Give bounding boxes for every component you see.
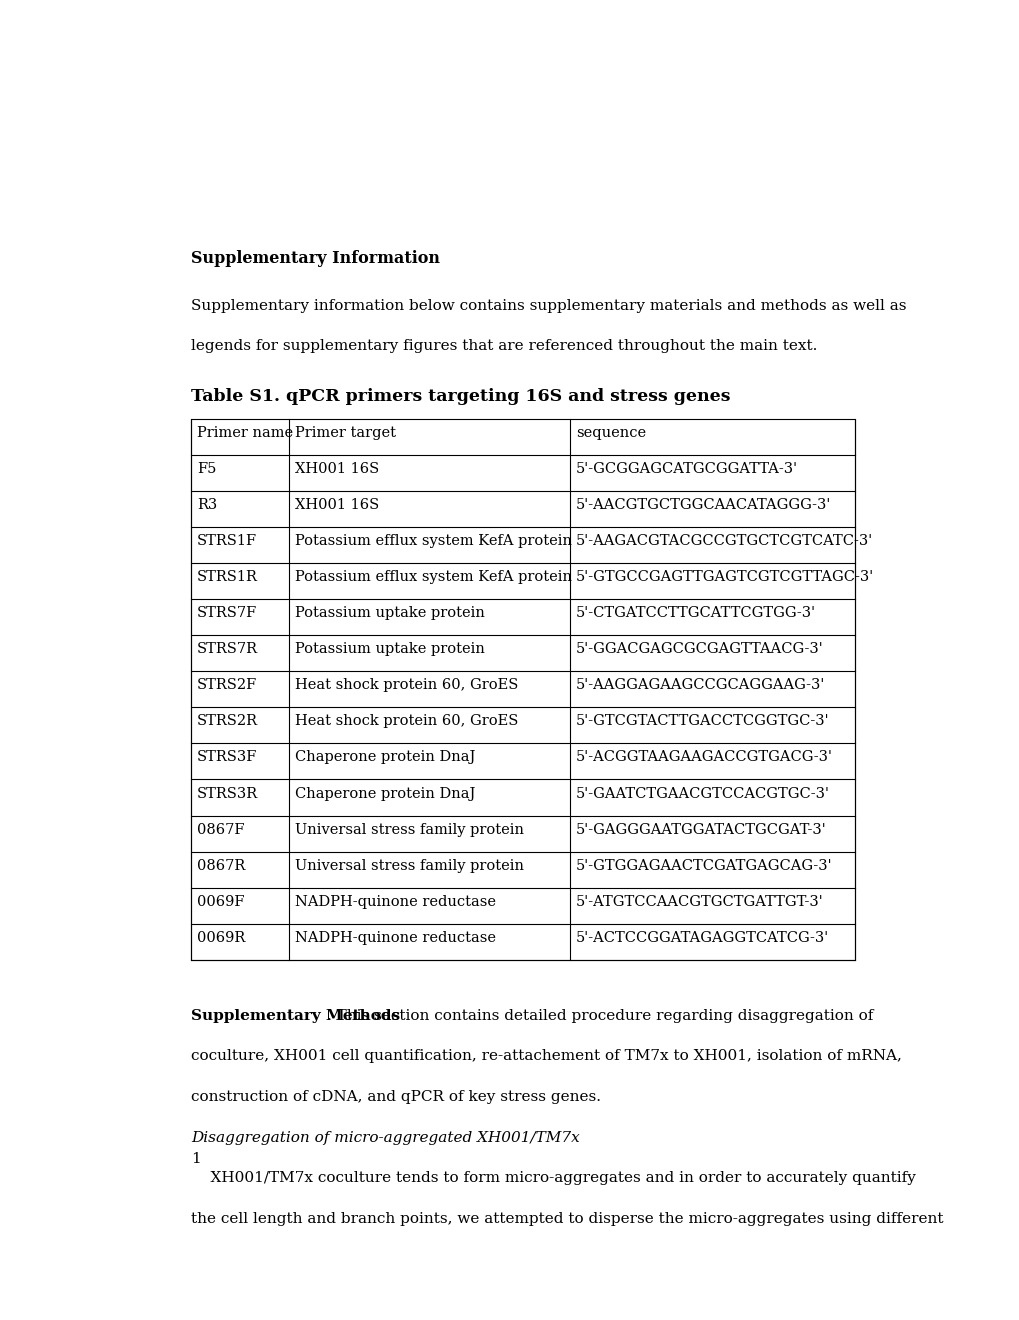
Text: 5'-GCGGAGCATGCGGATTA-3': 5'-GCGGAGCATGCGGATTA-3' xyxy=(576,462,798,475)
Text: NADPH-quinone reductase: NADPH-quinone reductase xyxy=(296,931,496,945)
Text: NADPH-quinone reductase: NADPH-quinone reductase xyxy=(296,895,496,908)
Text: 5'-GTGGAGAACTCGATGAGCAG-3': 5'-GTGGAGAACTCGATGAGCAG-3' xyxy=(576,859,833,873)
Text: 5'-CTGATCCTTGCATTCGTGG-3': 5'-CTGATCCTTGCATTCGTGG-3' xyxy=(576,606,815,620)
Text: XH001 16S: XH001 16S xyxy=(296,462,379,475)
Text: STRS1R: STRS1R xyxy=(197,570,258,583)
Text: XH001/TM7x coculture tends to form micro-aggregates and in order to accurately q: XH001/TM7x coculture tends to form micro… xyxy=(191,1171,915,1185)
Text: construction of cDNA, and qPCR of key stress genes.: construction of cDNA, and qPCR of key st… xyxy=(191,1090,600,1104)
Text: Chaperone protein DnaJ: Chaperone protein DnaJ xyxy=(296,787,475,800)
Text: 5'-AAGGAGAAGCCGCAGGAAG-3': 5'-AAGGAGAAGCCGCAGGAAG-3' xyxy=(576,678,824,692)
Text: coculture, XH001 cell quantification, re-attachement of TM7x to XH001, isolation: coculture, XH001 cell quantification, re… xyxy=(191,1049,901,1064)
Text: 5'-GAGGGAATGGATACTGCGAT-3': 5'-GAGGGAATGGATACTGCGAT-3' xyxy=(576,822,826,837)
Text: R3: R3 xyxy=(197,498,217,512)
Text: Table S1. qPCR primers targeting 16S and stress genes: Table S1. qPCR primers targeting 16S and… xyxy=(191,388,730,405)
Text: Potassium uptake protein: Potassium uptake protein xyxy=(296,606,485,620)
Text: 5'-GTGCCGAGTTGAGTCGTCGTTAGC-3': 5'-GTGCCGAGTTGAGTCGTCGTTAGC-3' xyxy=(576,570,873,583)
Text: 5'-AAGACGTACGCCGTGCTCGTCATC-3': 5'-AAGACGTACGCCGTGCTCGTCATC-3' xyxy=(576,535,872,548)
Text: Chaperone protein DnaJ: Chaperone protein DnaJ xyxy=(296,751,475,764)
Text: STRS2R: STRS2R xyxy=(197,714,258,729)
Text: F5: F5 xyxy=(197,462,216,475)
Text: STRS7R: STRS7R xyxy=(197,643,258,656)
Text: Disaggregation of micro-aggregated XH001/TM7x: Disaggregation of micro-aggregated XH001… xyxy=(191,1131,579,1144)
Text: 0069F: 0069F xyxy=(197,895,245,908)
Text: . This section contains detailed procedure regarding disaggregation of: . This section contains detailed procedu… xyxy=(327,1008,873,1023)
Text: STRS1F: STRS1F xyxy=(197,535,257,548)
Text: 0867R: 0867R xyxy=(197,859,246,873)
Bar xyxy=(191,418,854,960)
Text: XH001 16S: XH001 16S xyxy=(296,498,379,512)
Text: Primer target: Primer target xyxy=(296,426,396,440)
Text: Potassium efflux system KefA protein: Potassium efflux system KefA protein xyxy=(296,535,572,548)
Text: Supplementary information below contains supplementary materials and methods as : Supplementary information below contains… xyxy=(191,298,905,313)
Text: 5'-ATGTCCAACGTGCTGATTGT-3': 5'-ATGTCCAACGTGCTGATTGT-3' xyxy=(576,895,823,908)
Text: 0867F: 0867F xyxy=(197,822,245,837)
Text: 5'-ACTCCGGATAGAGGTCATCG-3': 5'-ACTCCGGATAGAGGTCATCG-3' xyxy=(576,931,828,945)
Text: 5'-AACGTGCTGGCAACATAGGG-3': 5'-AACGTGCTGGCAACATAGGG-3' xyxy=(576,498,830,512)
Text: STRS7F: STRS7F xyxy=(197,606,257,620)
Text: legends for supplementary figures that are referenced throughout the main text.: legends for supplementary figures that a… xyxy=(191,339,816,354)
Text: STRS3F: STRS3F xyxy=(197,751,257,764)
Text: Potassium uptake protein: Potassium uptake protein xyxy=(296,643,485,656)
Text: 1: 1 xyxy=(191,1152,201,1167)
Text: 5'-GAATCTGAACGTCCACGTGC-3': 5'-GAATCTGAACGTCCACGTGC-3' xyxy=(576,787,829,800)
Text: sequence: sequence xyxy=(576,426,646,440)
Text: Heat shock protein 60, GroES: Heat shock protein 60, GroES xyxy=(296,678,519,692)
Text: the cell length and branch points, we attempted to disperse the micro-aggregates: the cell length and branch points, we at… xyxy=(191,1212,943,1226)
Text: Primer name: Primer name xyxy=(197,426,292,440)
Text: 5'-ACGGTAAGAAGACCGTGACG-3': 5'-ACGGTAAGAAGACCGTGACG-3' xyxy=(576,751,833,764)
Text: 5'-GGACGAGCGCGAGTTAACG-3': 5'-GGACGAGCGCGAGTTAACG-3' xyxy=(576,643,823,656)
Text: Universal stress family protein: Universal stress family protein xyxy=(296,859,524,873)
Text: STRS3R: STRS3R xyxy=(197,787,258,800)
Text: 0069R: 0069R xyxy=(197,931,246,945)
Text: STRS2F: STRS2F xyxy=(197,678,257,692)
Text: Heat shock protein 60, GroES: Heat shock protein 60, GroES xyxy=(296,714,519,729)
Text: Potassium efflux system KefA protein: Potassium efflux system KefA protein xyxy=(296,570,572,583)
Text: Supplementary Information: Supplementary Information xyxy=(191,249,439,267)
Text: Supplementary Methods: Supplementary Methods xyxy=(191,1008,399,1023)
Text: Universal stress family protein: Universal stress family protein xyxy=(296,822,524,837)
Text: 5'-GTCGTACTTGACCTCGGTGC-3': 5'-GTCGTACTTGACCTCGGTGC-3' xyxy=(576,714,829,729)
